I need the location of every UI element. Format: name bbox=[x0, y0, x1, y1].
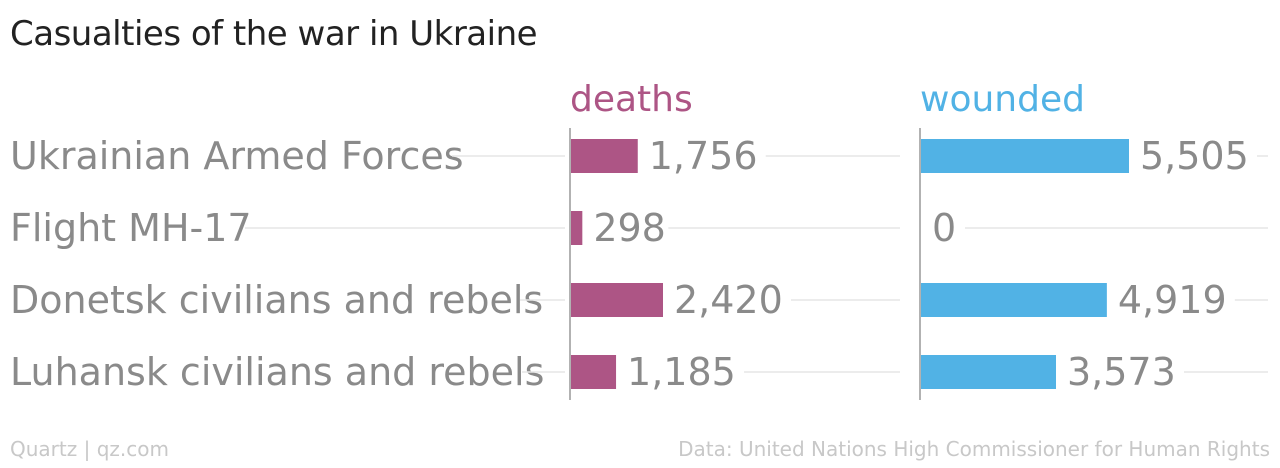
data-label-wounded: 0 bbox=[932, 206, 956, 250]
data-label-wounded: 4,919 bbox=[1118, 278, 1227, 322]
bar-deaths bbox=[571, 355, 617, 389]
credit-text: Quartz | qz.com bbox=[10, 437, 169, 461]
series-header-deaths: deaths bbox=[570, 79, 693, 120]
source-text: Data: United Nations High Commissioner f… bbox=[678, 437, 1270, 461]
category-label: Luhansk civilians and rebels bbox=[10, 350, 544, 394]
bar-deaths bbox=[571, 211, 583, 245]
bar-wounded bbox=[921, 355, 1057, 389]
data-label-wounded: 3,573 bbox=[1067, 350, 1176, 394]
data-label-deaths: 1,756 bbox=[649, 134, 758, 178]
series-header-wounded: wounded bbox=[920, 79, 1085, 120]
data-label-deaths: 1,185 bbox=[627, 350, 736, 394]
data-label-wounded: 5,505 bbox=[1140, 134, 1249, 178]
bar-deaths bbox=[571, 139, 638, 173]
category-label: Flight MH-17 bbox=[10, 206, 252, 250]
bar-deaths bbox=[571, 283, 663, 317]
data-label-deaths: 298 bbox=[593, 206, 666, 250]
category-label: Donetsk civilians and rebels bbox=[10, 278, 543, 322]
category-label: Ukrainian Armed Forces bbox=[10, 134, 464, 178]
data-label-deaths: 2,420 bbox=[674, 278, 783, 322]
bar-wounded bbox=[921, 283, 1107, 317]
chart-title: Casualties of the war in Ukraine bbox=[10, 14, 538, 54]
bar-wounded bbox=[921, 139, 1129, 173]
